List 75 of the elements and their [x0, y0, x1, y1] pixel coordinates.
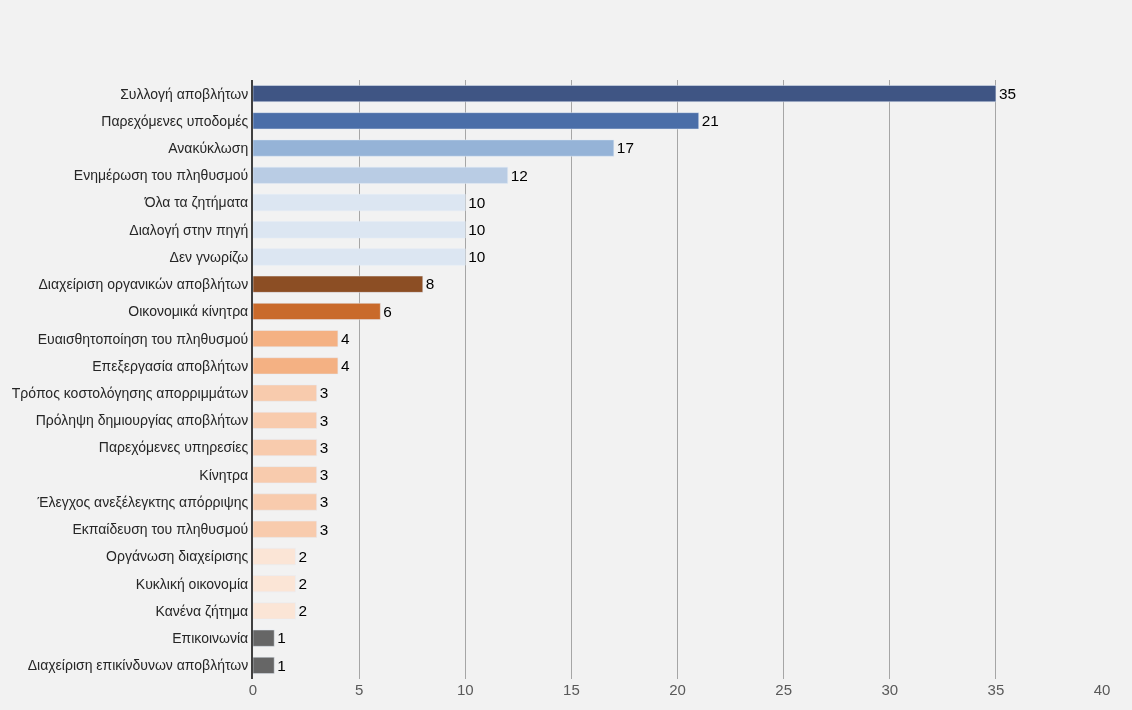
data-label: 3 — [319, 520, 329, 538]
y-tick-label: Κυκλική οικονομία — [135, 575, 249, 592]
bar — [253, 493, 317, 511]
y-tick-label: Διαχείριση επικίνδυνων αποβλήτων — [27, 657, 249, 674]
bar — [253, 275, 424, 293]
data-label: 12 — [510, 166, 528, 184]
x-tick-label: 0 — [248, 681, 258, 698]
data-label: 17 — [616, 139, 634, 157]
bar — [253, 602, 296, 620]
data-label: 1 — [277, 629, 286, 647]
bar — [253, 357, 339, 375]
data-label: 2 — [298, 547, 307, 565]
data-label: 3 — [319, 411, 329, 429]
bar — [253, 384, 317, 402]
data-label: 10 — [468, 221, 486, 239]
bar — [253, 85, 997, 103]
bar — [253, 411, 317, 429]
y-tick-label: Ανακύκλωση — [168, 139, 249, 156]
bar — [253, 303, 381, 320]
y-tick-label: Επικοινωνία — [172, 630, 249, 647]
bar — [253, 112, 699, 130]
y-tick-label: Πρόληψη δημιουργίας αποβλήτων — [35, 412, 249, 429]
x-tick-label: 20 — [669, 681, 686, 698]
bar — [253, 656, 275, 674]
y-tick-label: Έλεγχος ανεξέλεγκτης απόρριψης — [36, 493, 249, 510]
data-label: 35 — [998, 84, 1016, 102]
x-tick-label: 25 — [775, 681, 792, 698]
y-tick-label: Παρεχόμενες υπηρεσίες — [98, 439, 249, 456]
data-label: 3 — [319, 384, 329, 402]
y-tick-label: Διαχείριση οργανικών αποβλήτων — [38, 276, 249, 293]
x-tick-label: 5 — [354, 681, 364, 698]
bar — [253, 166, 508, 184]
data-label: 3 — [319, 438, 329, 456]
bar — [253, 629, 275, 647]
x-tick-label: 15 — [563, 681, 580, 698]
x-tick-label: 10 — [456, 681, 474, 698]
data-label: 3 — [319, 493, 329, 511]
y-tick-label: Κανένα ζήτημα — [155, 602, 249, 619]
x-tick-label: 35 — [987, 681, 1005, 698]
y-tick-label: Τρόπος κοστολόγησης απορριμμάτων — [11, 385, 249, 402]
data-label: 10 — [468, 193, 486, 211]
y-tick-label: Ενημέρωση του πληθυσμού — [73, 167, 249, 184]
y-tick-label: Όλα τα ζητήματα — [143, 194, 249, 211]
bar — [253, 221, 466, 239]
data-label: 4 — [340, 329, 350, 347]
bar — [253, 548, 296, 565]
bar — [253, 248, 466, 266]
y-tick-label: Ευαισθητοποίηση του πληθυσμού — [37, 330, 249, 347]
data-label: 4 — [340, 357, 350, 375]
bar — [253, 194, 466, 211]
x-tick-label: 30 — [881, 681, 899, 698]
data-label: 2 — [298, 602, 307, 620]
data-label: 21 — [701, 112, 719, 130]
data-label: 6 — [383, 302, 392, 320]
bar — [253, 520, 317, 538]
bar — [253, 330, 339, 348]
y-tick-label: Επεξεργασία αποβλήτων — [92, 357, 249, 374]
bar — [253, 139, 615, 157]
bar — [253, 466, 317, 484]
bar — [253, 575, 296, 593]
y-tick-label: Συλλογή αποβλήτων — [120, 85, 249, 102]
y-tick-label: Παρεχόμενες υποδομές — [101, 112, 249, 129]
data-label: 3 — [319, 466, 329, 484]
data-label: 10 — [468, 248, 486, 266]
y-tick-label: Οικονομικά κίνητρα — [128, 303, 249, 320]
y-tick-label: Οργάνωση διαχείρισης — [106, 548, 249, 565]
data-label: 1 — [277, 656, 286, 674]
y-tick-label: Εκπαίδευση του πληθυσμού — [72, 521, 249, 538]
data-label: 2 — [298, 574, 307, 592]
data-label: 8 — [425, 275, 435, 293]
x-tick-label: 40 — [1093, 681, 1111, 698]
y-tick-label: Κίνητρα — [199, 466, 249, 483]
y-tick-label: Δεν γνωρίζω — [169, 248, 249, 265]
y-tick-label: Διαλογή στην πηγή — [129, 221, 249, 238]
bar — [253, 439, 317, 456]
